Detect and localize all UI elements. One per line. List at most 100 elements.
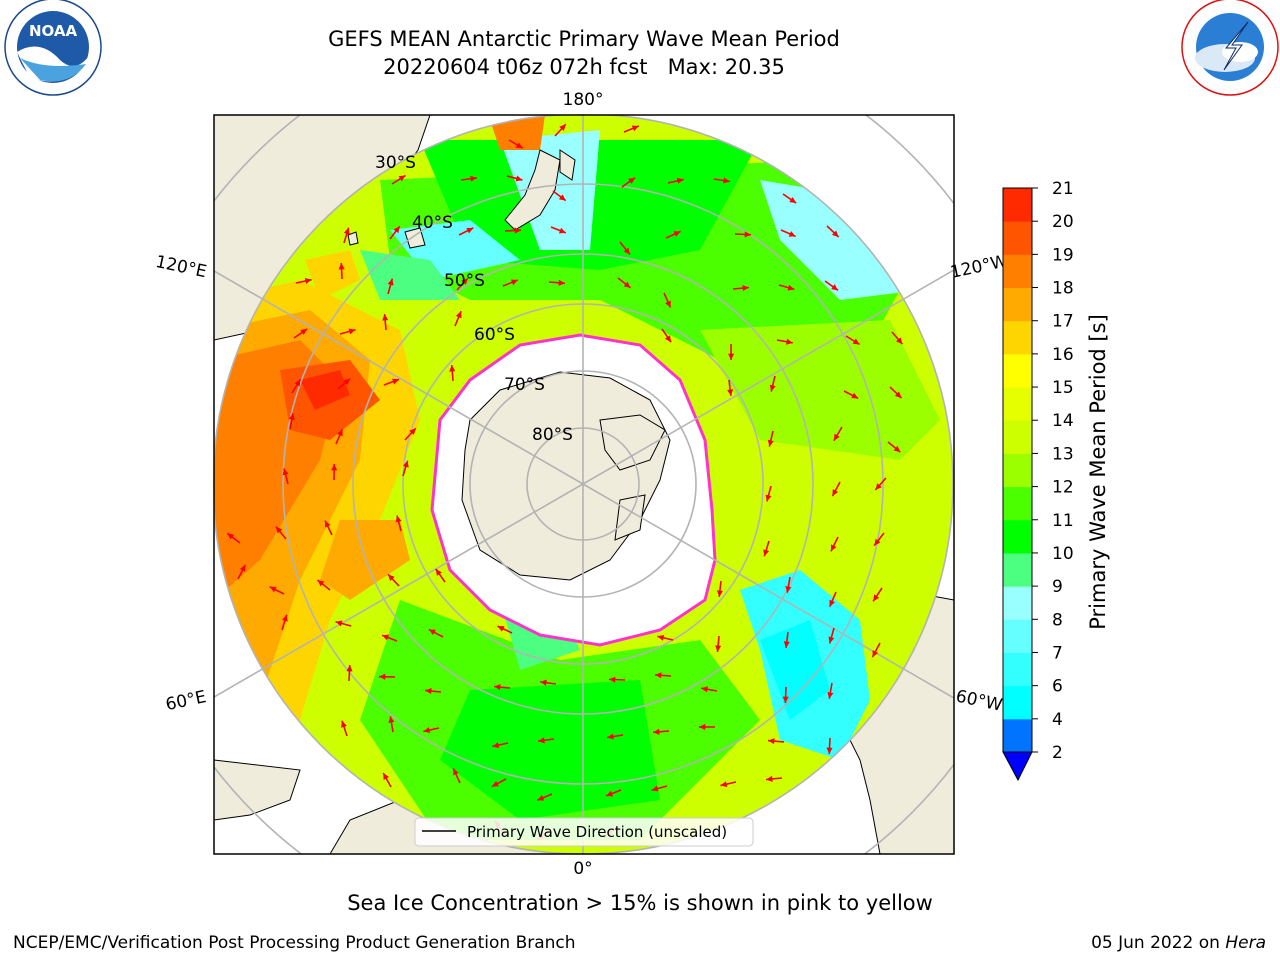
wave-arrow-head <box>874 538 881 546</box>
wave-arrow-head <box>788 231 796 237</box>
wave-arrow-head <box>875 483 882 490</box>
colorbar-tick-label: 11 <box>1052 511 1074 531</box>
colorbar-tick-label: 13 <box>1052 444 1074 464</box>
lat-label-70s: 70°S <box>504 375 545 395</box>
colorbar-tick-label: 19 <box>1052 245 1074 265</box>
colorbar-tick-label: 7 <box>1052 643 1063 663</box>
noaa-logo-text: NOAA <box>29 22 78 40</box>
wave-arrow-head <box>514 227 521 234</box>
wave-arrow-head <box>540 679 547 686</box>
wave-arrow-head <box>657 634 665 641</box>
colorbar-segment <box>1003 188 1032 222</box>
wave-arrow-head <box>538 737 545 744</box>
colorbar-segment <box>1003 453 1032 488</box>
wave-arrow-head <box>453 768 459 776</box>
wave-arrow-head <box>510 279 518 286</box>
colorbar-tick-label: 12 <box>1052 478 1074 498</box>
colorbar-tick-label: 9 <box>1052 577 1063 597</box>
wave-arrow-head <box>744 231 751 238</box>
wave-arrow-head <box>831 230 839 237</box>
footer-date-text: 05 Jun 2022 on <box>1091 933 1220 953</box>
footer-host: Hera <box>1225 933 1266 953</box>
wave-arrow-head <box>701 686 708 693</box>
wave-arrow-head <box>766 775 773 782</box>
wave-arrow-head <box>428 629 436 636</box>
lon-label-120e: 120°E <box>154 252 209 282</box>
wave-arrow-head <box>664 335 672 343</box>
wave-arrow-head <box>449 365 456 372</box>
wave-arrow-head <box>787 284 795 291</box>
wave-arrow-head <box>494 684 501 691</box>
wave-arrow-head <box>829 599 835 607</box>
wave-arrow-head <box>785 338 793 345</box>
wave-arrow-head <box>379 673 386 680</box>
colorbar-tick-label: 2 <box>1052 743 1063 763</box>
wave-arrow-head <box>628 177 636 184</box>
colorbar-segment <box>1003 552 1032 587</box>
wave-arrow-head <box>655 672 662 679</box>
colorbar-tick-label: 21 <box>1052 179 1074 199</box>
wave-arrow-head <box>515 175 523 182</box>
wave-arrow-head <box>393 226 400 234</box>
wave-arrow-head <box>873 594 880 602</box>
wave-arrow-head <box>742 285 749 292</box>
wave-arrow-head <box>341 720 347 728</box>
wave-arrow-head <box>785 586 792 593</box>
figure-title-line2: 20220604 t06z 072h fcst Max: 20.35 <box>383 55 785 79</box>
wave-arrow-head <box>317 580 325 587</box>
wave-arrow-head <box>288 413 295 421</box>
wave-arrow-head <box>830 544 837 552</box>
colorbar-segment <box>1003 519 1032 554</box>
lat-label-50s: 50°S <box>444 271 485 291</box>
footer-date: 05 Jun 2022 on Hera <box>1091 933 1266 953</box>
noaa-logo: NOAA <box>4 0 102 96</box>
wave-arrow-head <box>294 379 301 387</box>
legend: Primary Wave Direction (unscaled) <box>414 817 754 847</box>
lat-label-60s: 60°S <box>474 325 515 345</box>
wave-arrow-head <box>343 227 350 235</box>
colorbar-tick-label: 20 <box>1052 212 1074 232</box>
wave-arrow-head <box>673 231 681 237</box>
colorbar-segment <box>1003 320 1032 355</box>
wave-arrow-head <box>387 278 394 286</box>
wave-arrow-head <box>609 676 616 683</box>
wave-arrow-head <box>852 338 860 345</box>
colorbar-tick-label: 4 <box>1052 710 1063 730</box>
wave-arrow-head <box>466 227 474 234</box>
wave-arrow-head <box>723 177 730 184</box>
wave-arrow-head <box>851 392 859 399</box>
figure-title-line1: GEFS MEAN Antarctic Primary Wave Mean Pe… <box>328 27 840 51</box>
colorbar-segment <box>1003 254 1032 289</box>
wave-arrow-head <box>492 742 500 749</box>
wave-arrow-head <box>383 773 389 780</box>
wave-arrow-head <box>275 526 283 534</box>
lon-label-180: 180° <box>563 90 604 110</box>
wave-arrow-head <box>282 468 289 476</box>
wave-arrow-head <box>715 645 722 652</box>
colorbar-segment <box>1003 586 1032 620</box>
wave-arrow-head <box>461 278 468 285</box>
wave-arrow-head <box>392 378 399 385</box>
wave-arrow-head <box>653 728 660 735</box>
wave-arrow-head <box>623 247 630 255</box>
lon-label-120w: 120°W <box>949 251 1010 283</box>
wave-arrow-head <box>699 723 706 731</box>
wave-arrow-head <box>455 311 462 319</box>
wave-arrow-head <box>388 574 395 582</box>
wave-arrow-head <box>607 733 614 740</box>
colorbar: 2 4 6 7 8 9 10 11 12 13 14 15 16 17 18 19 20 21 Primary W… <box>1002 179 1110 782</box>
wave-arrow-head <box>425 688 432 695</box>
wave-arrow-head <box>423 727 431 734</box>
colorbar-segment <box>1003 387 1032 421</box>
wave-arrow-head <box>676 177 684 184</box>
wave-arrow-head <box>769 384 776 392</box>
wave-arrow-head <box>331 464 338 471</box>
colorbar-tick-label: 16 <box>1052 345 1074 365</box>
wave-arrow-head <box>227 533 235 540</box>
wave-arrow-head <box>716 590 723 597</box>
colorbar-tick-label: 15 <box>1052 378 1074 398</box>
wave-arrow-head <box>435 568 442 576</box>
wave-arrow-head <box>826 747 833 754</box>
lat-label-40s: 40°S <box>412 213 453 233</box>
